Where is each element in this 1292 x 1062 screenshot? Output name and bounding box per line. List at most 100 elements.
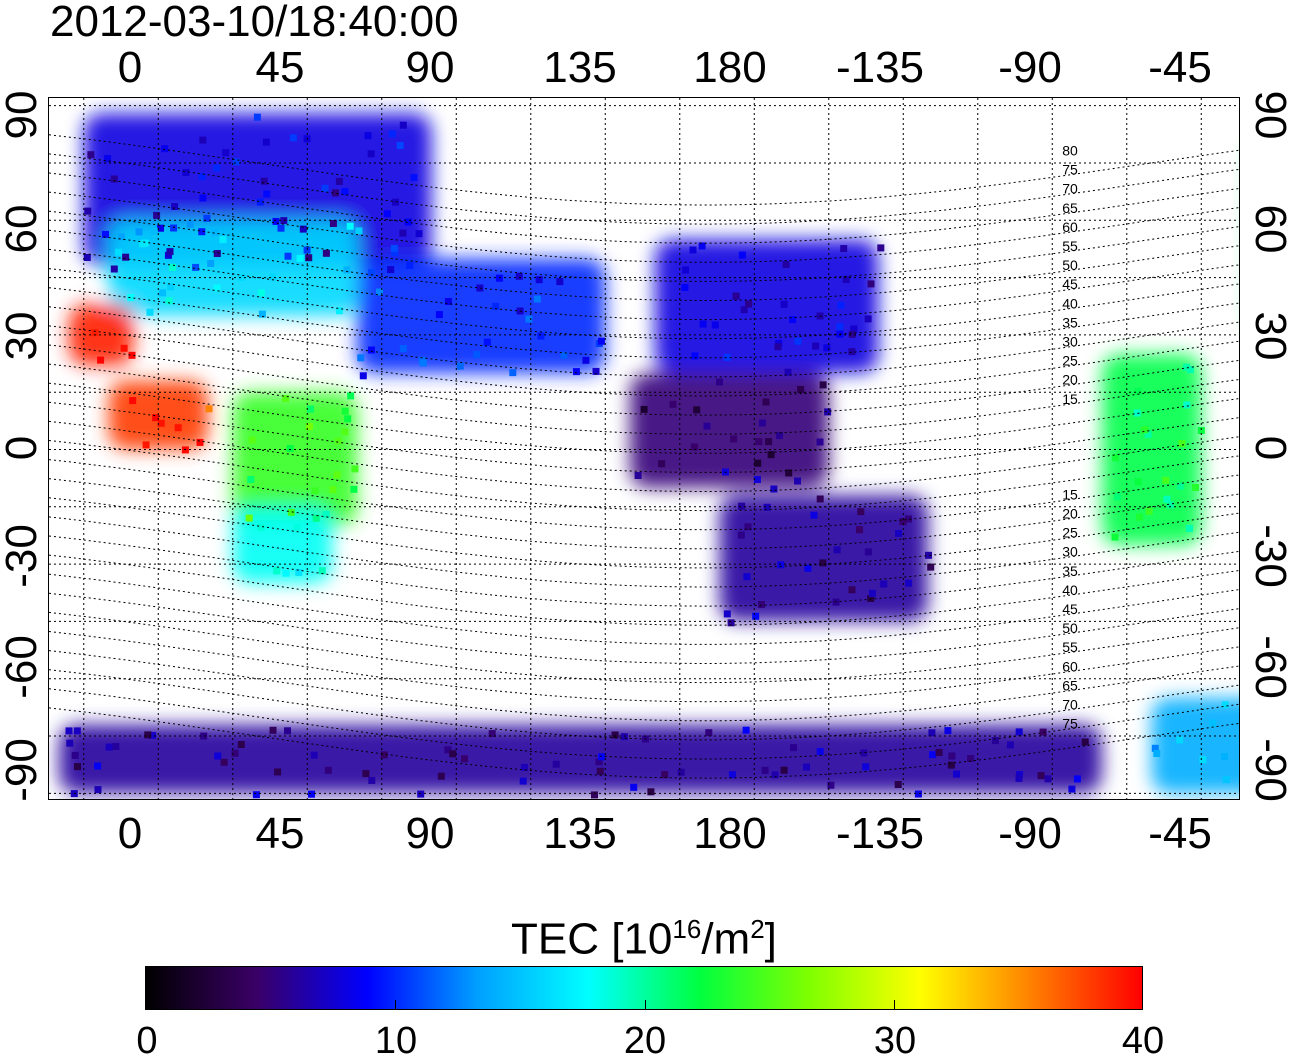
tec-pixel [399, 121, 407, 129]
tec-pixel [387, 266, 395, 274]
tec-pixel [703, 422, 711, 430]
tec-pixel [333, 471, 341, 479]
tec-pixel [1176, 482, 1184, 490]
tec-pixel [102, 230, 109, 238]
tec-pixel [914, 790, 922, 798]
geomag-contour [49, 631, 1239, 703]
tec-pixel [296, 254, 304, 262]
geomag-contour [49, 229, 1239, 302]
left-lat-label-m60: -60 [0, 635, 46, 699]
tec-pixel [1153, 750, 1161, 757]
tec-pixel [823, 344, 831, 352]
tec-pixel [488, 730, 496, 738]
tec-pixel [515, 272, 523, 280]
contour-label: 15 [1062, 486, 1078, 502]
timestamp-title: 2012-03-10/18:40:00 [50, 0, 459, 46]
contour-label: 45 [1062, 601, 1078, 617]
tec-pixel [152, 414, 160, 422]
tec-pixel [97, 356, 105, 364]
tec-pixel [758, 601, 765, 608]
tec-pixel [1039, 728, 1047, 736]
tec-pixel [449, 750, 457, 758]
tec-pixel [780, 766, 788, 774]
tec-pixel [1136, 513, 1144, 521]
right-lat-label-60: 60 [1246, 204, 1292, 254]
tec-pixel [816, 748, 824, 755]
contour-label: 30 [1062, 544, 1078, 560]
tec-pixel [219, 236, 227, 244]
tec-pixel [595, 758, 603, 766]
tec-pixel [310, 751, 318, 759]
tec-pixel [341, 428, 349, 436]
colorbar-tickmark [894, 1000, 895, 1010]
tec-pixel [1162, 476, 1170, 484]
tec-pixel [415, 230, 423, 238]
tec-pixel [827, 781, 835, 789]
tec-pixel [334, 437, 342, 445]
tec-pixel [284, 252, 292, 260]
tec-pixel [658, 460, 666, 468]
tec-pixel [211, 229, 219, 236]
tec-pixel [597, 337, 605, 345]
contour-label: 20 [1062, 505, 1078, 521]
tec-pixel [495, 274, 503, 282]
tec-pixel [350, 485, 358, 493]
left-lat-label-60: 60 [0, 204, 46, 254]
tec-pixel [967, 755, 975, 762]
tec-pixel [104, 155, 112, 163]
geomag-contour [49, 573, 1239, 645]
tec-pixel [1112, 454, 1120, 462]
tec-pixel [105, 743, 113, 751]
tec-region-australia [719, 495, 929, 622]
tec-pixel [1187, 366, 1194, 374]
geomag-contour [49, 688, 1239, 760]
contour-label: 55 [1062, 639, 1078, 655]
tec-pixel [699, 320, 707, 328]
tec-pixel [284, 727, 291, 735]
geomag-contour [49, 707, 1239, 779]
tec-pixel [785, 469, 793, 477]
tec-pixel [572, 368, 580, 376]
tec-pixel [282, 395, 290, 403]
top-lon-label-0: 0 [117, 43, 143, 92]
tec-pixel [199, 136, 207, 144]
tec-pixel [252, 791, 260, 799]
tec-pixel [220, 758, 228, 766]
tec-pixel [732, 292, 740, 300]
colorbar-tick-10: 10 [374, 1020, 418, 1062]
tec-pixel [1221, 753, 1228, 761]
tec-pixel [404, 218, 412, 226]
tec-pixel [198, 228, 206, 236]
tec-pixel [322, 510, 330, 518]
tec-pixel [305, 254, 313, 262]
contour-label: 80 [1062, 142, 1078, 158]
tec-pixel [299, 225, 307, 233]
tec-pixel [525, 315, 533, 323]
tec-pixel [232, 158, 240, 166]
top-lon-label-90: 90 [405, 43, 455, 92]
tec-pixel [770, 485, 778, 493]
tec-pixel [364, 132, 372, 140]
tec-pixel [295, 568, 303, 576]
tec-pixel [1134, 478, 1142, 486]
contour-label: 30 [1062, 334, 1078, 350]
tec-colorbar [145, 966, 1143, 1010]
contour-label: 35 [1062, 314, 1078, 330]
tec-pixel [669, 400, 677, 408]
tec-pixel [1163, 495, 1171, 503]
tec-pixel [860, 749, 868, 757]
tec-pixel [149, 732, 157, 739]
tec-pixel [150, 227, 158, 235]
tec-pixel [380, 751, 388, 759]
tec-pixel [1209, 719, 1217, 727]
tec-pixel [1015, 774, 1023, 782]
tec-pixel [620, 733, 628, 741]
tec-pixel [245, 514, 253, 522]
tec-pixel [346, 222, 354, 230]
tec-pixel [790, 744, 797, 752]
tec-pixel [368, 346, 375, 354]
geomag-contour [49, 650, 1239, 722]
tec-pixel [895, 530, 902, 537]
top-lon-label-180: 180 [693, 43, 767, 92]
colorbar-tick-30: 30 [873, 1020, 917, 1062]
